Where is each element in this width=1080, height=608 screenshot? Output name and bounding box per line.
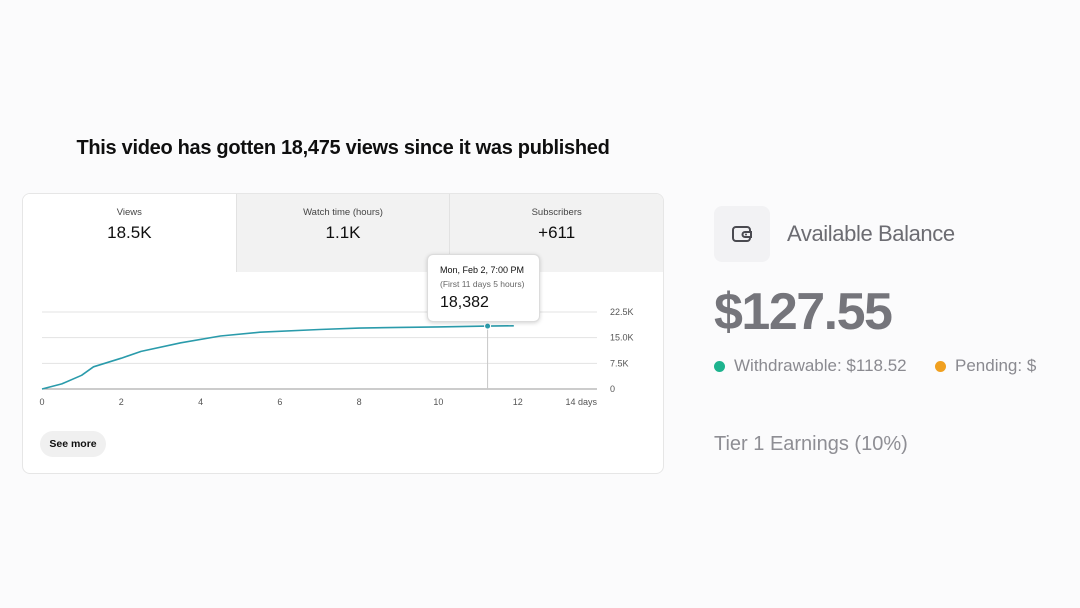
tier-earnings: Tier 1 Earnings (10%) [714,433,908,455]
withdrawable-dot-icon [714,360,725,372]
y-tick-label: 15.0K [610,333,634,343]
tooltip-date: Mon, Feb 2, 7:00 PM [440,265,525,275]
x-tick-label: 8 [357,397,362,407]
views-chart[interactable]: 0 7.5K 15.0K 22.5K 0 2 4 6 8 10 12 14 days [23,272,664,422]
withdrawable-label: Withdrawable: $118.52 [734,356,907,375]
balance-title: Available Balance [787,221,955,246]
pending-status: Pending: $ [935,356,1036,376]
views-series-line [41,325,514,390]
balance-status-row: Withdrawable: $118.52 Pending: $ [714,356,1074,378]
tab-label: Subscribers [531,207,582,218]
highlight-point [484,322,492,330]
chart-tooltip: Mon, Feb 2, 7:00 PM (First 11 days 5 hou… [427,254,540,322]
wallet-icon-box [714,206,770,262]
pending-dot-icon [935,360,946,372]
tab-views[interactable]: Views 18.5K [23,194,236,272]
pending-label: Pending: $ [955,356,1037,375]
y-tick-label: 7.5K [610,358,629,368]
y-tick-label: 0 [610,384,615,394]
x-tick-label: 12 [513,397,523,407]
x-tick-label: 14 days [565,397,597,407]
headline: This video has gotten 18,475 views since… [76,137,610,159]
tab-value: +611 [538,223,576,242]
see-more-button[interactable]: See more [40,431,106,457]
metric-tabs: Views 18.5K Watch time (hours) 1.1K Subs… [23,194,663,272]
tooltip-value: 18,382 [440,294,489,311]
analytics-card: Views 18.5K Watch time (hours) 1.1K Subs… [22,193,664,474]
tab-watch-time[interactable]: Watch time (hours) 1.1K [235,194,450,272]
tab-label: Views [116,207,142,218]
x-tick-label: 2 [119,397,124,407]
tab-value: 1.1K [325,223,361,242]
withdrawable-status: Withdrawable: $118.52 [714,356,907,376]
tooltip-subtitle: (First 11 days 5 hours) [440,279,525,289]
x-tick-label: 0 [39,397,44,407]
wallet-icon [732,226,752,242]
tab-label: Watch time (hours) [303,207,383,218]
x-tick-label: 4 [198,397,203,407]
tab-value: 18.5K [107,223,152,242]
x-tick-label: 10 [433,397,443,407]
balance-amount: $127.55 [714,283,893,341]
balance-panel: Available Balance $127.55 Withdrawable: … [714,206,1074,466]
x-tick-label: 6 [277,397,282,407]
y-tick-label: 22.5K [610,307,634,317]
